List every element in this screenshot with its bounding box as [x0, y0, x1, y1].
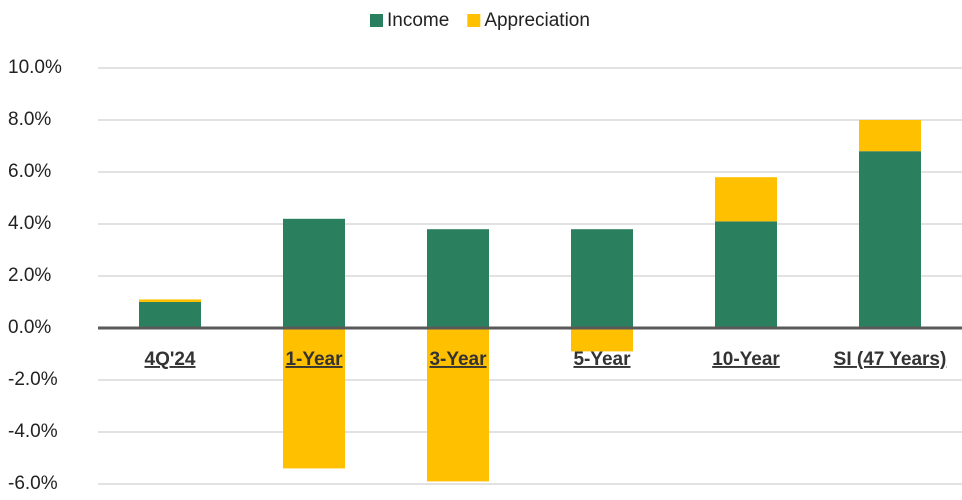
bar-segment [139, 302, 201, 328]
bar-segment [859, 151, 921, 328]
bar-segment [571, 229, 633, 328]
y-tick-label: -6.0% [8, 473, 58, 494]
x-tick-label: 10-Year [712, 349, 780, 370]
bar-segment [859, 120, 921, 152]
bar-segment [427, 328, 489, 482]
bar-segment [715, 177, 777, 222]
bar-segment [427, 229, 489, 328]
bar-segment [715, 221, 777, 328]
bar-segment [571, 328, 633, 352]
legend-swatch [467, 14, 481, 27]
x-tick-label: 3-Year [429, 349, 487, 370]
x-tick-label: 5-Year [573, 349, 631, 370]
legend-swatch [370, 14, 383, 27]
y-tick-label: 6.0% [8, 161, 51, 182]
y-tick-label: 10.0% [8, 57, 62, 78]
y-tick-label: 2.0% [8, 265, 51, 286]
y-tick-label: -2.0% [8, 369, 58, 390]
y-tick-label: -4.0% [8, 421, 58, 442]
x-tick-label: SI (47 Years) [834, 349, 947, 370]
y-tick-label: 0.0% [8, 317, 51, 338]
legend-label: Appreciation [484, 10, 590, 31]
x-tick-label: 1-Year [285, 349, 343, 370]
x-tick-label: 4Q'24 [145, 349, 196, 370]
legend-label: Income [387, 10, 449, 31]
bar-segment [283, 328, 345, 469]
bar-segment [283, 218, 345, 328]
y-tick-label: 4.0% [8, 213, 51, 234]
bar-segment [139, 299, 201, 302]
y-tick-label: 8.0% [8, 109, 51, 130]
